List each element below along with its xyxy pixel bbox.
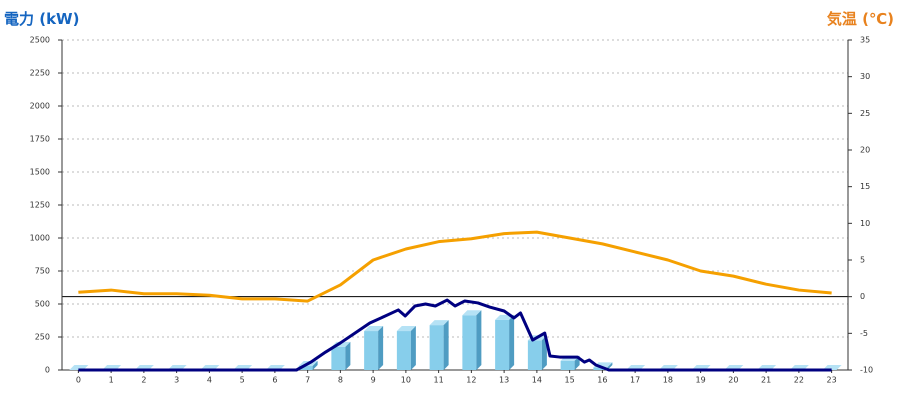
y2-tick-label: 25 xyxy=(860,109,870,118)
bar-top xyxy=(364,326,384,332)
x-tick-label: 22 xyxy=(794,376,804,385)
y2-tick-label: 35 xyxy=(860,36,870,45)
bar-side xyxy=(541,335,547,370)
y2-axis-title: 気温 (℃) xyxy=(827,10,894,28)
bar xyxy=(527,335,547,370)
x-tick-label: 11 xyxy=(434,376,444,385)
x-tick-label: 18 xyxy=(663,376,673,385)
bar-front xyxy=(495,319,510,370)
y-tick-label: 500 xyxy=(35,300,50,309)
bar-top xyxy=(429,320,449,326)
x-tick-label: 15 xyxy=(565,376,575,385)
bar-front xyxy=(396,331,411,370)
bar-front xyxy=(527,340,542,370)
y-axis-title: 電力 (kW) xyxy=(4,10,79,28)
bar xyxy=(462,310,482,370)
bar-side xyxy=(312,361,318,370)
bar-side xyxy=(410,326,416,370)
y-tick-label: 1500 xyxy=(30,168,50,177)
x-tick-label: 8 xyxy=(338,376,343,385)
bar-side xyxy=(345,341,351,370)
y-tick-label: 1750 xyxy=(30,135,50,144)
bar-front xyxy=(331,346,346,370)
bar-side xyxy=(378,326,384,370)
bar-top xyxy=(396,326,416,332)
x-tick-label: 13 xyxy=(499,376,509,385)
y-tick-label: 2000 xyxy=(30,102,50,111)
x-tick-label: 9 xyxy=(371,376,376,385)
bar xyxy=(364,326,384,370)
x-tick-label: 21 xyxy=(761,376,771,385)
bar-side xyxy=(443,320,449,370)
x-tick-label: 1 xyxy=(109,376,114,385)
y-tick-label: 1250 xyxy=(30,201,50,210)
bar-top xyxy=(462,310,482,316)
y2-tick-label: -10 xyxy=(860,366,873,375)
y2-tick-label: 0 xyxy=(860,292,865,301)
y-tick-label: 250 xyxy=(35,333,50,342)
y2-tick-label: 10 xyxy=(860,219,870,228)
x-tick-label: 2 xyxy=(141,376,146,385)
x-tick-label: 6 xyxy=(272,376,277,385)
bar-front xyxy=(462,315,477,370)
bar xyxy=(429,320,449,370)
x-tick-label: 7 xyxy=(305,376,310,385)
bar-front xyxy=(364,331,379,370)
bar-front xyxy=(560,360,575,370)
x-tick-label: 3 xyxy=(174,376,179,385)
y-tick-label: 2500 xyxy=(30,36,50,45)
x-tick-label: 12 xyxy=(466,376,476,385)
y2-tick-label: 30 xyxy=(860,72,870,81)
x-tick-label: 19 xyxy=(696,376,706,385)
y2-tick-label: 20 xyxy=(860,146,870,155)
x-tick-label: 14 xyxy=(532,376,542,385)
x-tick-label: 16 xyxy=(597,376,607,385)
x-tick-label: 20 xyxy=(728,376,738,385)
bar-side xyxy=(476,310,482,370)
y-tick-label: 0 xyxy=(45,366,50,375)
y2-tick-label: -5 xyxy=(860,329,868,338)
y-tick-label: 1000 xyxy=(30,234,50,243)
bar-side xyxy=(607,362,613,370)
x-tick-label: 5 xyxy=(240,376,245,385)
bar-front xyxy=(298,366,313,370)
bar-front xyxy=(593,367,608,370)
bar xyxy=(495,314,515,370)
x-tick-label: 23 xyxy=(827,376,837,385)
y-tick-label: 2250 xyxy=(30,69,50,78)
bar-front xyxy=(429,325,444,370)
y2-tick-label: 5 xyxy=(860,256,865,265)
x-tick-label: 10 xyxy=(401,376,411,385)
line xyxy=(78,298,832,372)
x-tick-label: 17 xyxy=(630,376,640,385)
line xyxy=(78,230,832,303)
x-tick-label: 4 xyxy=(207,376,212,385)
bar xyxy=(396,326,416,370)
bar-side xyxy=(509,314,515,370)
y2-tick-label: 15 xyxy=(860,182,870,191)
y-tick-label: 750 xyxy=(35,267,50,276)
x-tick-label: 0 xyxy=(76,376,81,385)
